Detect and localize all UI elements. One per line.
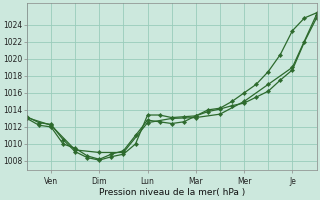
X-axis label: Pression niveau de la mer( hPa ): Pression niveau de la mer( hPa ) xyxy=(99,188,245,197)
